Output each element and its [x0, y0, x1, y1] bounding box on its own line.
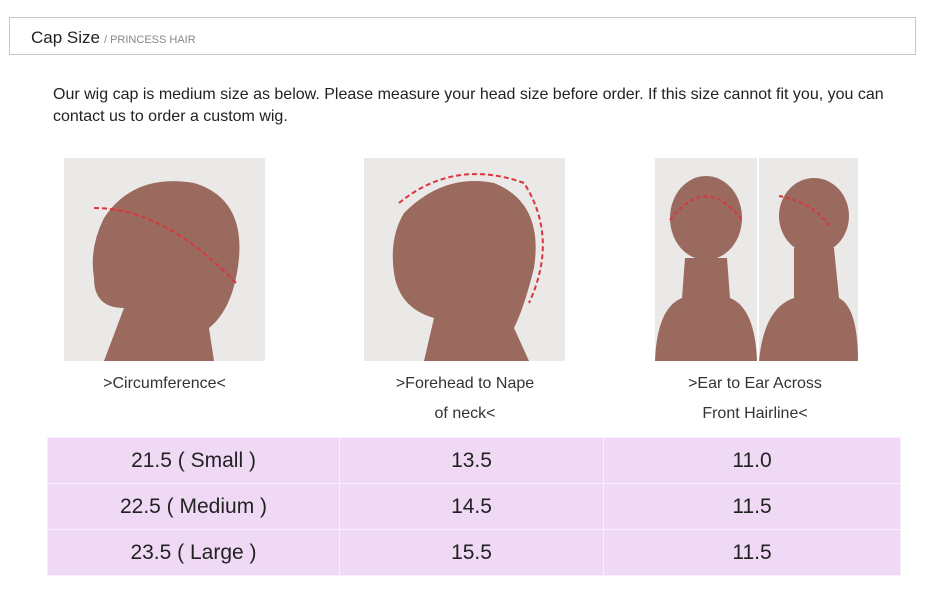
ear-to-ear-side-image	[759, 158, 858, 361]
table-row: 22.5 ( Medium ) 14.5 11.5	[47, 483, 901, 530]
cell: 21.5 ( Small )	[47, 437, 340, 484]
table-row: 21.5 ( Small ) 13.5 11.0	[47, 437, 901, 484]
table-row: 23.5 ( Large ) 15.5 11.5	[47, 529, 901, 576]
section-title: Cap Size / PRINCESS HAIR	[31, 28, 196, 47]
cell: 13.5	[339, 437, 604, 484]
cell: 15.5	[339, 529, 604, 576]
caption-forehead-nape: >Forehead to Nape of neck<	[395, 375, 535, 422]
caption-circumference: >Circumference<	[103, 375, 226, 392]
size-table: 21.5 ( Small ) 13.5 11.0 22.5 ( Medium ) 14…	[47, 437, 901, 576]
intro-text: Our wig cap is medium size as below. Ple…	[53, 86, 884, 125]
cell: 11.0	[603, 437, 901, 484]
ear-to-ear-front-image	[655, 158, 757, 361]
brand-subtitle: / PRINCESS HAIR	[103, 34, 196, 46]
caption-ear-to-ear: >Ear to Ear Across Front Hairline<	[688, 375, 822, 422]
cell: 11.5	[603, 483, 901, 530]
circumference-image	[64, 158, 265, 361]
cell: 14.5	[339, 483, 604, 530]
forehead-to-nape-image	[364, 158, 565, 361]
cell: 23.5 ( Large )	[47, 529, 340, 576]
cell: 11.5	[603, 529, 901, 576]
cell: 22.5 ( Medium )	[47, 483, 340, 530]
section-header: Cap Size / PRINCESS HAIR	[9, 17, 916, 55]
